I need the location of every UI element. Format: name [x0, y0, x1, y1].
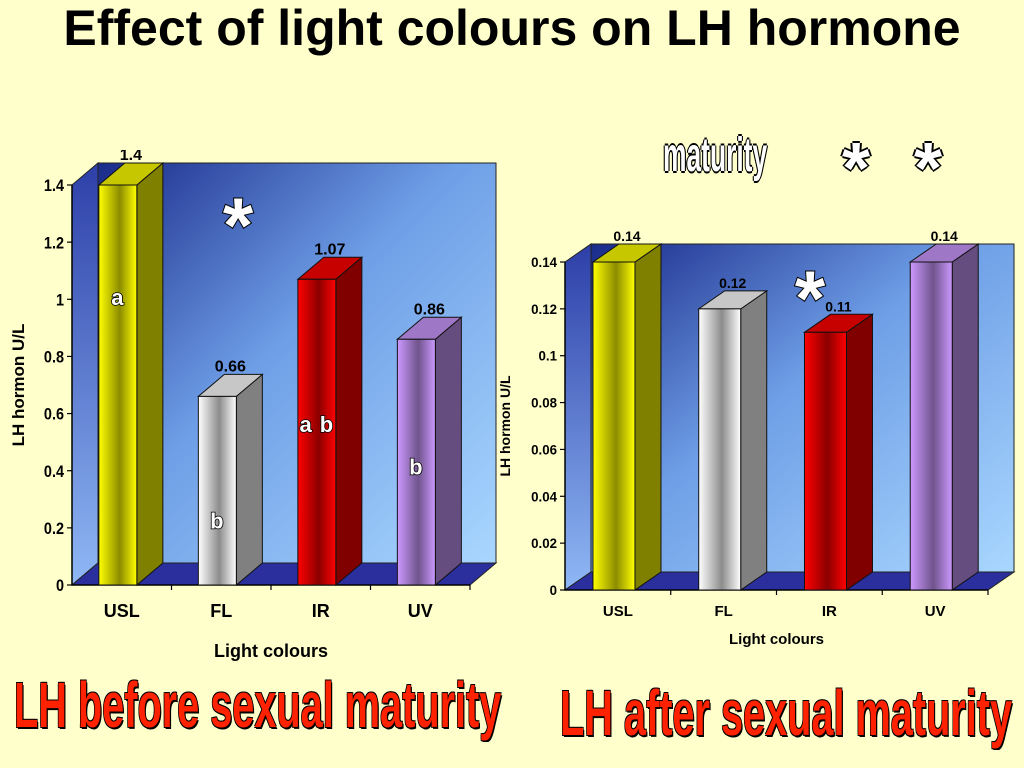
- side-wall: [71, 161, 99, 587]
- bar-fl: [196, 373, 264, 587]
- data-label-ir: 1.07: [314, 241, 345, 258]
- y-tick-label: 0: [56, 577, 64, 595]
- y-tick-label: 0.14: [531, 255, 557, 270]
- y-tick-label: 0.06: [531, 442, 557, 457]
- bar-front-uv: [396, 338, 436, 586]
- y-tick-label: 0.8: [44, 349, 64, 367]
- significance-letter-usl: a: [111, 285, 124, 310]
- bar-side-uv: [951, 243, 979, 591]
- x-tick-label-fl: FL: [714, 603, 732, 620]
- bar-side-fl: [235, 373, 263, 587]
- x-tick-label-ir: IR: [822, 603, 837, 620]
- y-tick-label: 0.2: [44, 520, 64, 538]
- data-label-usl: 0.14: [613, 230, 640, 244]
- bar-usl: [591, 243, 663, 591]
- maturity-annotation: maturity: [663, 129, 768, 182]
- bar-ir: [296, 256, 364, 587]
- x-axis-title: Light colours: [214, 641, 328, 661]
- y-tick-label: 0.08: [531, 395, 557, 410]
- y-tick-label: 0.1: [539, 348, 558, 363]
- y-axis-title: LH hormon U/L: [9, 324, 28, 447]
- data-label-uv: 0.86: [414, 301, 445, 318]
- y-axis-title: LH hormon U/L: [497, 375, 513, 477]
- bar-fl: [697, 289, 769, 591]
- x-tick-label-fl: FL: [210, 601, 232, 621]
- bar-uv: [908, 243, 980, 591]
- bar-front-ir: [803, 331, 847, 591]
- bar-front-usl: [98, 184, 138, 586]
- bar-side-uv: [434, 316, 462, 587]
- bar-side-ir: [845, 313, 873, 591]
- x-tick-label-uv: UV: [925, 603, 946, 620]
- x-tick-label-usl: USL: [603, 603, 633, 620]
- data-label-ir: 0.11: [825, 298, 852, 314]
- y-tick-label: 0.12: [531, 302, 557, 317]
- bar-front-usl: [592, 261, 636, 591]
- y-tick-label: 1: [56, 291, 64, 309]
- side-wall: [564, 243, 592, 591]
- bar-side-ir: [335, 256, 363, 587]
- significance-star: *: [795, 254, 826, 342]
- data-label-fl: 0.12: [719, 275, 746, 291]
- bar-front-fl: [197, 395, 237, 586]
- bar-front-fl: [698, 308, 742, 591]
- data-label-usl: 1.4: [120, 150, 142, 164]
- y-tick-label: 1.4: [44, 177, 64, 195]
- y-tick-label: 0.04: [531, 489, 557, 504]
- caption-before-maturity: LH before sexual maturity: [14, 669, 502, 741]
- y-tick-label: 0.6: [44, 406, 64, 424]
- y-tick-label: 0.02: [531, 536, 557, 551]
- significance-letter-uv: b: [409, 454, 423, 479]
- chart-lh-after-maturity: 0 0.02 0.04 0.06 0.08 0.1 0.12 0.14 0.14 USL 0.12 F…: [497, 230, 1016, 648]
- slide-title: Effect of light colours on LH hormone: [63, 0, 961, 56]
- y-tick-label: 0: [550, 583, 558, 598]
- significance-stars-annotation: * *: [842, 129, 955, 209]
- data-label-fl: 0.66: [215, 358, 246, 375]
- bar-side-usl: [634, 243, 662, 591]
- data-label-uv: 0.14: [931, 230, 958, 244]
- x-tick-label-ir: IR: [312, 601, 330, 621]
- caption-after-maturity: LH after sexual maturity: [560, 677, 1013, 749]
- significance-letter-fl: b: [210, 508, 224, 533]
- chart-lh-before-maturity: 0 0.2 0.4 0.6 0.8 1 1.2 1.4 1.4 USL a 0.66 FL b 1.07 IR…: [9, 150, 498, 661]
- y-tick-label: 1.2: [44, 234, 64, 252]
- bar-ir: [802, 313, 875, 591]
- significance-letter-ir: a b: [299, 412, 334, 437]
- bar-usl: [97, 161, 165, 587]
- bar-front-uv: [909, 261, 953, 591]
- x-axis-title: Light colours: [729, 631, 824, 648]
- x-tick-label-usl: USL: [104, 601, 140, 621]
- significance-star: *: [223, 181, 254, 269]
- bar-side-fl: [740, 289, 768, 591]
- y-tick-label: 0.4: [44, 463, 64, 481]
- bar-side-usl: [136, 161, 164, 587]
- bar-front-ir: [297, 278, 337, 586]
- x-tick-label-uv: UV: [408, 601, 433, 621]
- bar-uv: [395, 316, 463, 587]
